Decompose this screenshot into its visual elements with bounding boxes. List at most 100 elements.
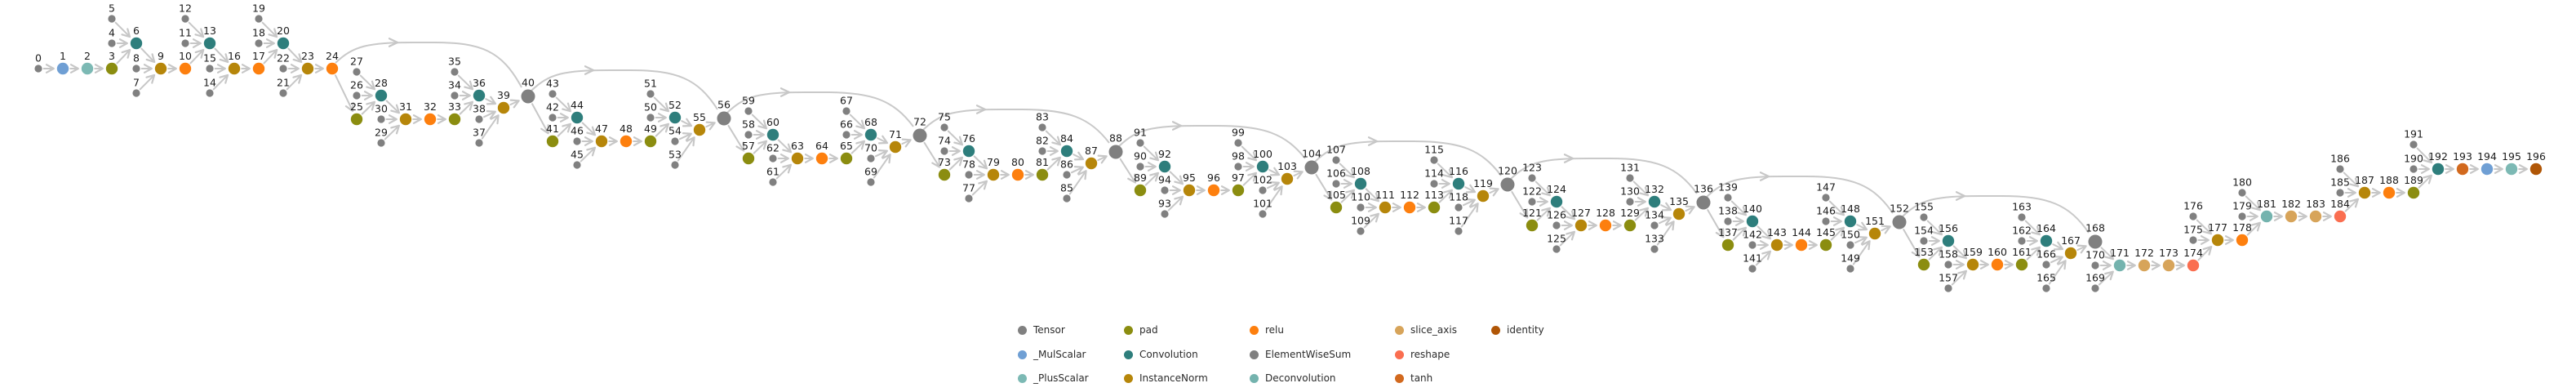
node-label: 23 — [301, 50, 314, 62]
edge-arrow-icon — [660, 122, 670, 133]
edge-line — [1462, 199, 1475, 207]
node-instancenorm — [1770, 238, 1783, 252]
legend-label: ElementWiseSum — [1265, 349, 1352, 360]
edge-arrow-icon — [1857, 221, 1868, 231]
node-label: 51 — [644, 77, 657, 89]
edge-line — [2416, 147, 2432, 163]
node-_mulscalar — [2481, 163, 2494, 176]
skip-arc — [1118, 125, 1306, 159]
node-tensor — [2091, 261, 2099, 270]
edge-line — [1928, 247, 1942, 261]
edge-arrow-icon — [931, 158, 941, 168]
edge-arrow-icon — [241, 64, 251, 74]
node-label: 106 — [1326, 167, 1346, 179]
node-tensor — [1038, 147, 1046, 155]
edge-arrow-icon — [686, 136, 695, 147]
node-elementwisesum — [1108, 145, 1123, 159]
node-label: 109 — [1351, 214, 1370, 226]
node-label: 72 — [913, 116, 926, 128]
edge-line — [116, 50, 130, 65]
edge-arrow-icon — [779, 154, 789, 163]
node-tensor — [1724, 194, 1732, 202]
node-label: 118 — [1449, 190, 1468, 203]
edge-arrow-icon — [2076, 244, 2087, 254]
edge-line — [901, 140, 910, 145]
edge-arrow-icon — [388, 114, 398, 124]
edge-line — [1143, 145, 1158, 160]
node-tensor — [671, 161, 679, 169]
edge-arrow-icon — [1416, 203, 1426, 212]
edge-arrow-icon — [2423, 154, 2433, 164]
node-label: 24 — [326, 50, 339, 62]
node-label: 160 — [1988, 246, 2007, 258]
node-label: 40 — [522, 77, 535, 89]
node-relu — [1403, 201, 1416, 214]
edge-arrow-icon — [1220, 185, 1230, 195]
edge-arrow-icon — [1345, 189, 1356, 199]
node-instancenorm — [987, 168, 1000, 181]
edge-arrow-icon — [1861, 240, 1871, 251]
node-label: 137 — [1718, 226, 1738, 238]
edge-arrow-icon — [486, 96, 497, 105]
node-reshape — [2334, 210, 2347, 223]
skip-arc-arrow-icon — [1955, 191, 1966, 201]
node-elementwisesum — [2088, 234, 2103, 249]
edge-arrow-icon — [314, 64, 324, 74]
node-label: 97 — [1232, 172, 1245, 184]
node-instancenorm — [2064, 247, 2077, 260]
node-relu — [1795, 238, 1808, 252]
node-label: 133 — [1645, 232, 1664, 244]
node-label: 187 — [2355, 174, 2374, 186]
node-tensor — [1944, 284, 1952, 292]
edge-line — [188, 21, 203, 37]
edge-line — [1561, 206, 1574, 219]
node-label: 173 — [2159, 247, 2178, 259]
edge-arrow-icon — [1370, 212, 1380, 223]
skip-arc — [335, 42, 522, 88]
edge-line — [1266, 182, 1279, 189]
node-tensor — [1430, 156, 1438, 164]
node-label: 80 — [1011, 156, 1024, 168]
node-deconvolution — [2113, 259, 2126, 272]
edge-arrow-icon — [2251, 201, 2262, 212]
node-tensor — [181, 39, 189, 47]
node-tensor — [451, 91, 459, 100]
node-label: 48 — [620, 122, 633, 135]
edge-arrow-icon — [657, 113, 667, 122]
edge-line — [261, 21, 277, 37]
node-label: 65 — [840, 140, 853, 152]
edge-arrow-icon — [2251, 221, 2262, 232]
node-label: 101 — [1253, 197, 1272, 209]
edge-arrow-icon — [121, 28, 131, 38]
node-tensor — [549, 114, 557, 122]
legend-swatch-icon — [1018, 325, 1027, 335]
edge-arrow-icon — [1979, 260, 1989, 270]
edge-line — [139, 75, 154, 91]
edge-line — [2024, 220, 2040, 234]
edge-line — [1854, 237, 1867, 244]
edge-line — [947, 130, 962, 145]
skip-arc-arrow-icon — [1171, 121, 1183, 131]
node-elementwisesum — [1304, 160, 1319, 175]
node-label: 141 — [1743, 252, 1762, 264]
node-tensor — [1650, 245, 1659, 253]
edge-line — [1828, 200, 1844, 215]
node-label: 185 — [2330, 176, 2350, 188]
edge-arrow-icon — [69, 64, 79, 74]
edge-arrow-icon — [265, 38, 275, 48]
node-label: 16 — [228, 50, 241, 62]
legend-label: _MulScalar — [1033, 349, 1086, 360]
node-instancenorm — [154, 62, 167, 75]
edge-arrow-icon — [1443, 189, 1454, 199]
legend-label: slice_axis — [1410, 324, 1457, 336]
edge-arrow-icon — [219, 74, 229, 84]
node-instancenorm — [1966, 258, 1979, 271]
node-relu — [1011, 168, 1024, 181]
edge-line — [1856, 224, 1867, 230]
skip-arc — [1706, 176, 1894, 214]
node-label: 33 — [448, 100, 461, 113]
edge-arrow-icon — [2202, 225, 2213, 235]
node-label: 85 — [1060, 181, 1073, 194]
node-label: 4 — [109, 26, 115, 38]
legend-swatch-icon — [1395, 373, 1404, 383]
